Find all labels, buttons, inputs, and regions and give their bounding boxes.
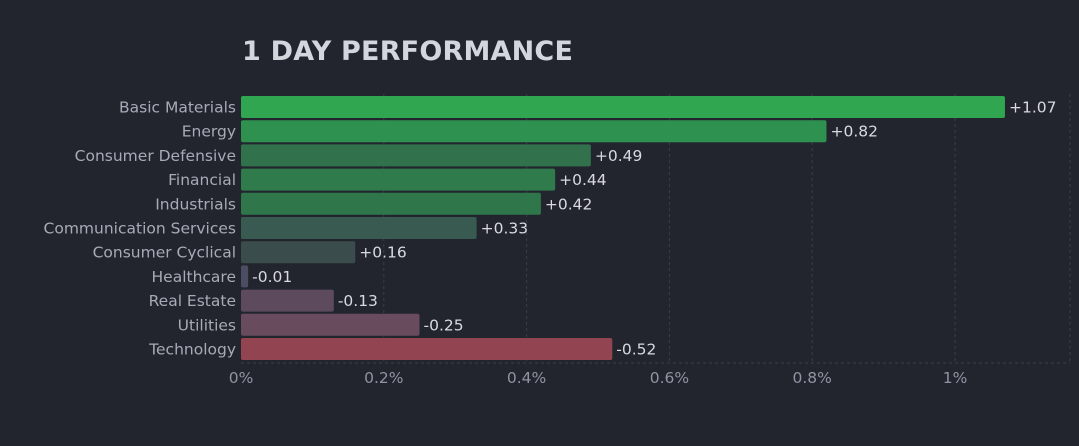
category-label-consumer-cyclical: Consumer Cyclical [93,244,236,262]
bar-energy[interactable] [241,120,827,143]
x-tick-label-5: 1% [943,369,968,387]
bar-real-estate[interactable] [241,289,334,312]
x-tick-label-3: 0.6% [650,369,689,387]
category-label-financial: Financial [168,171,236,189]
value-label-financial: +0.44 [559,171,607,189]
value-label-energy: +0.82 [830,123,878,141]
bar-consumer-cyclical[interactable] [241,241,356,264]
value-label-technology: -0.52 [616,341,656,359]
value-label-real-estate: -0.13 [338,292,378,310]
x-axis-ticks: 0% 0.2% 0.4% 0.6% 0.8% 1% [229,369,968,387]
category-labels: Basic Materials Energy Consumer Defensive F… [44,99,236,359]
bar-healthcare[interactable] [241,265,249,288]
bar-financial[interactable] [241,168,556,191]
value-label-consumer-cyclical: +0.16 [359,244,407,262]
value-label-healthcare: -0.01 [252,268,292,286]
category-label-healthcare: Healthcare [152,268,237,286]
category-label-basic-materials: Basic Materials [119,99,236,117]
x-tick-label-0: 0% [229,369,254,387]
bar-technology[interactable] [241,338,613,360]
bar-communication-services[interactable] [241,217,477,239]
x-tick-label-2: 0.4% [507,369,546,387]
value-label-consumer-defensive: +0.49 [595,147,643,165]
value-labels: +1.07 +0.82 +0.49 +0.44 +0.42 +0.33 +0.16 -0.01… [252,99,1056,359]
bar-industrials[interactable] [241,192,541,215]
value-label-basic-materials: +1.07 [1009,99,1057,117]
value-label-utilities: -0.25 [424,316,464,334]
value-label-industrials: +0.42 [545,195,593,213]
category-label-industrials: Industrials [155,195,236,213]
category-label-technology: Technology [148,341,236,359]
bar-basic-materials[interactable] [241,96,1005,118]
bar-consumer-defensive[interactable] [241,144,591,167]
category-label-utilities: Utilities [178,316,236,334]
chart-title: 1 DAY PERFORMANCE [242,36,574,67]
category-label-real-estate: Real Estate [149,292,236,310]
bars [241,96,1005,360]
x-tick-label-4: 0.8% [793,369,832,387]
category-label-communication-services: Communication Services [44,220,236,238]
x-tick-label-1: 0.2% [364,369,403,387]
category-label-energy: Energy [182,123,236,141]
bar-utilities[interactable] [241,313,420,336]
category-label-consumer-defensive: Consumer Defensive [75,147,236,165]
value-label-communication-services: +0.33 [481,220,529,238]
